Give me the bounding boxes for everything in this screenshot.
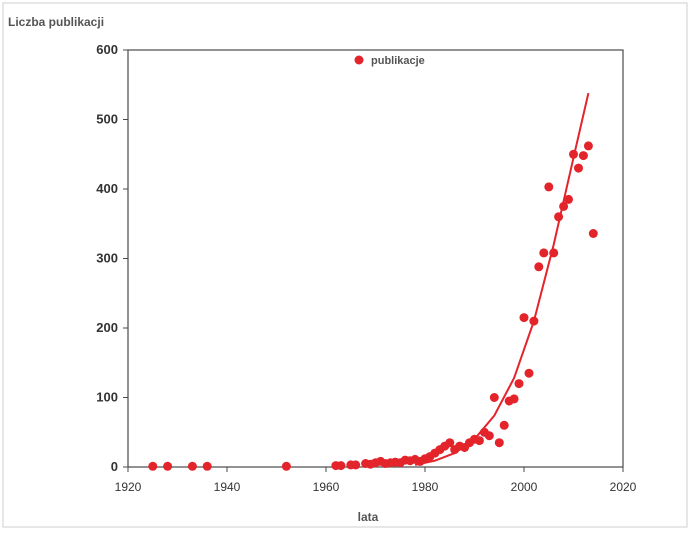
data-point	[484, 431, 494, 441]
data-point	[509, 394, 519, 404]
data-point	[187, 461, 197, 471]
plot-area	[127, 49, 624, 468]
data-point	[534, 262, 544, 272]
data-point	[559, 201, 569, 211]
legend-marker	[354, 55, 364, 65]
legend-label: publikacje	[371, 55, 425, 67]
data-point	[351, 460, 361, 470]
data-point	[336, 461, 346, 471]
data-point	[445, 438, 455, 448]
data-point	[489, 393, 499, 402]
x-tick-label: 1940	[214, 480, 241, 494]
y-axis-label: Liczba publikacji	[8, 15, 104, 29]
data-point	[148, 461, 158, 471]
data-point	[574, 163, 583, 173]
data-point	[529, 316, 539, 326]
y-tick-label: 0	[111, 459, 118, 474]
data-point	[202, 461, 212, 471]
y-tick-label: 200	[96, 320, 118, 335]
axis-ticks: 0 100 200 300 400 500 600 1920 1940 1960 1980 2000 2…	[96, 42, 636, 494]
data-point	[514, 379, 524, 389]
data-point	[474, 436, 484, 446]
x-tick-label: 1980	[412, 480, 439, 494]
y-tick-label: 300	[96, 251, 118, 266]
data-points	[148, 141, 598, 471]
y-tick-label: 100	[96, 390, 118, 405]
y-tick-label: 600	[96, 42, 118, 57]
data-point	[494, 438, 504, 448]
data-point	[588, 229, 598, 238]
legend: publikacje	[354, 55, 425, 67]
x-axis-label: lata	[358, 510, 379, 524]
x-tick-label: 1960	[313, 480, 340, 494]
x-tick-label: 1920	[115, 480, 142, 494]
data-point	[524, 368, 534, 378]
trend-line-group	[414, 92, 590, 466]
data-point	[499, 420, 509, 430]
x-tick-label: 2020	[610, 480, 637, 494]
data-point	[163, 461, 173, 471]
data-point	[549, 248, 559, 258]
data-point	[539, 248, 549, 258]
data-point	[519, 313, 529, 323]
data-point	[578, 151, 588, 161]
trend-line	[414, 92, 590, 466]
y-tick-label: 400	[96, 181, 118, 196]
data-point	[554, 212, 564, 222]
x-tick-label: 2000	[511, 480, 538, 494]
data-point	[583, 141, 593, 151]
data-point	[564, 194, 573, 204]
y-tick-label: 500	[96, 112, 118, 127]
data-point	[281, 461, 291, 471]
data-point	[569, 149, 578, 159]
data-point	[544, 182, 554, 192]
